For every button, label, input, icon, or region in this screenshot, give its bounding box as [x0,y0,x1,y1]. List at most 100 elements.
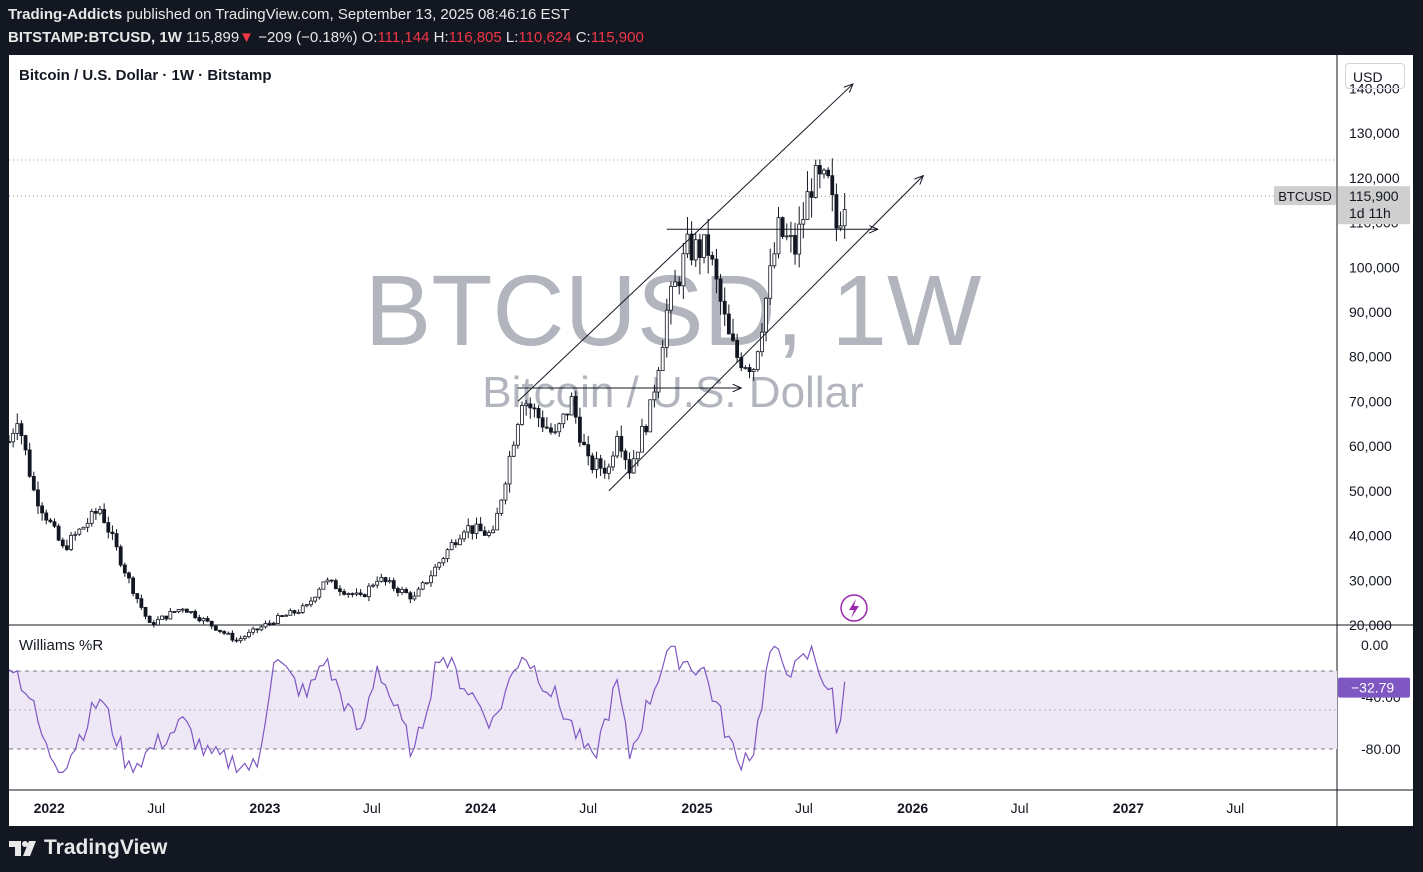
candle-body-down [230,632,235,641]
candle [44,509,49,525]
candle-body-down [718,278,723,302]
candle [296,609,301,615]
candle-body-up [520,405,524,425]
candle [184,608,189,613]
candle-body-up [635,451,640,460]
candle [429,570,433,587]
candle-body-up [437,562,442,568]
candle-body-up [768,265,773,299]
candle [830,158,835,212]
candle [383,576,388,586]
wr-tick-label: 0.00 [1361,637,1388,653]
candle-body-down [722,300,727,315]
tradingview-logo[interactable]: TradingView [8,836,167,860]
candle-body-up [325,579,330,583]
candle-body-up [838,225,843,229]
candle [462,529,466,542]
candle-body-down [19,423,24,436]
candle-body-up [180,608,185,611]
candle-body-up [416,588,421,597]
candle-body-down [31,475,36,491]
candle-body-down [809,191,814,198]
candle-body-up [160,615,164,620]
candle-body-down [218,629,222,632]
candle-body-up [553,431,557,434]
candle [52,518,57,528]
candle-body-up [201,618,206,622]
candle [722,287,727,327]
candle-body-up [429,575,433,584]
candle [102,503,107,524]
candle-body-up [371,584,375,587]
candle [40,502,44,521]
candle [822,168,826,179]
candle [656,367,661,399]
candle-body-up [813,165,818,198]
candle [598,454,603,476]
candle [520,401,524,426]
candle [801,202,806,239]
candle [702,234,706,264]
candle-body-up [685,233,690,255]
chart-area[interactable]: BTCUSD, 1W Bitcoin / U.S. Dollar 20,000 30,… [9,55,1413,826]
price-tick-label: 40,000 [1349,528,1392,544]
candle-body-down [735,339,740,358]
candle [669,281,673,325]
candle [156,616,160,626]
candle [73,531,78,541]
candle [826,167,831,179]
candle [213,625,218,631]
candle-body-down [565,413,570,416]
time-tick-label: Jul [147,800,165,816]
candle [635,451,640,467]
currency-button[interactable]: USD [1345,63,1405,89]
price-change: −209 (−0.18%) [254,29,358,46]
candle-body-up [156,619,160,626]
candle [561,413,566,429]
author-name[interactable]: Trading-Addicts [8,6,123,23]
candle [226,631,231,635]
candle-body-up [801,219,806,225]
candle [160,615,164,620]
candle [60,537,65,549]
symbol-name: BITSTAMP:BTCUSD, 1W [8,29,182,46]
williams-r-line [9,644,846,774]
candle [524,400,529,416]
candle [180,607,185,613]
indicator-label[interactable]: Williams %R [19,637,104,654]
candle-body-down [780,217,785,237]
candle-body-up [669,286,673,311]
candle [760,323,764,357]
candle-body-down [532,407,537,410]
candle [482,526,487,536]
candle [718,273,723,315]
candle [780,216,785,239]
candle [611,451,615,471]
chart-legend: Bitcoin / U.S. Dollar · 1W · Bitstamp [19,67,272,84]
price-tick-label: 90,000 [1349,304,1392,320]
candle [549,423,553,435]
candle-body-up [11,432,16,443]
low-value: 110,624 [518,29,572,46]
candle [784,223,789,241]
candle [77,528,82,536]
candle [817,159,822,189]
candle [19,420,24,445]
candle-body-up [611,455,615,468]
high-value: 116,805 [448,29,502,46]
candle [164,615,169,621]
candle [590,452,595,474]
candle-body-down [222,631,227,634]
candle-body-down [292,610,297,614]
candle [89,508,94,527]
candle [507,450,512,493]
candle [209,620,214,630]
candle [441,557,446,566]
candle [528,397,533,419]
candle-body-down [255,628,260,631]
candle-body-down [56,525,61,541]
candle [487,529,491,538]
tradingview-icon [9,841,36,856]
candle-body-up [247,631,251,638]
